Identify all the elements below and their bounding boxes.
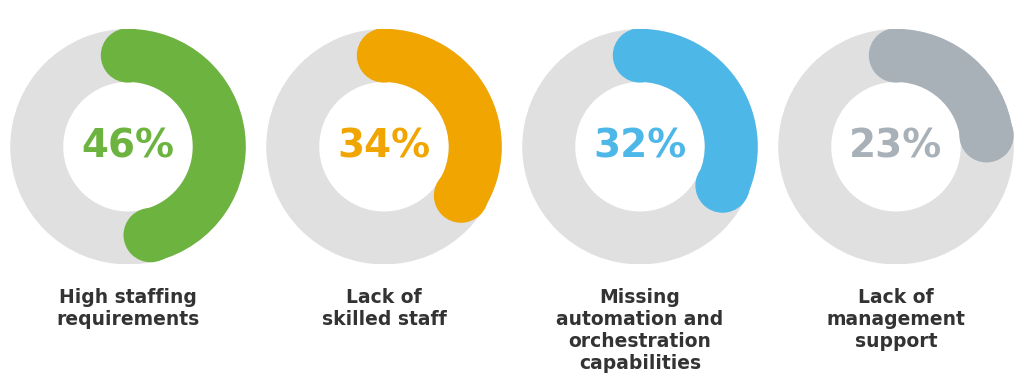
Wedge shape xyxy=(522,29,758,264)
Text: 32%: 32% xyxy=(593,128,687,166)
Wedge shape xyxy=(896,29,1013,139)
Text: Missing
automation and
orchestration
capabilities: Missing automation and orchestration cap… xyxy=(556,288,724,372)
Text: 23%: 23% xyxy=(849,128,943,166)
Wedge shape xyxy=(640,29,758,197)
Circle shape xyxy=(696,159,750,212)
Text: 46%: 46% xyxy=(82,128,174,166)
Circle shape xyxy=(357,29,411,82)
Wedge shape xyxy=(128,29,246,261)
Circle shape xyxy=(101,29,155,82)
Circle shape xyxy=(124,208,177,262)
Text: 34%: 34% xyxy=(338,128,430,166)
Wedge shape xyxy=(778,29,1014,264)
Circle shape xyxy=(434,169,487,222)
Wedge shape xyxy=(384,29,502,210)
Wedge shape xyxy=(266,29,502,264)
Text: Lack of
skilled staff: Lack of skilled staff xyxy=(322,288,446,328)
Circle shape xyxy=(869,29,923,82)
Text: High staffing
requirements: High staffing requirements xyxy=(56,288,200,328)
Text: Lack of
management
support: Lack of management support xyxy=(826,288,966,350)
Circle shape xyxy=(613,29,667,82)
Circle shape xyxy=(961,109,1013,162)
Wedge shape xyxy=(10,29,246,264)
